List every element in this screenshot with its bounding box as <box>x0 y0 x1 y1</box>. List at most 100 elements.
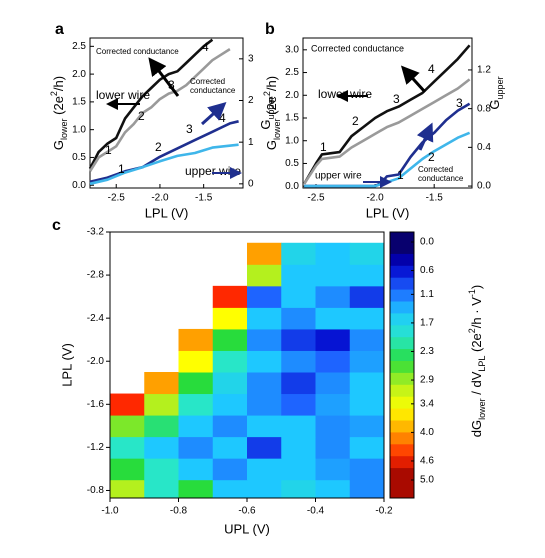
x-tick-label: -2.0 <box>151 193 169 204</box>
y-tick-label: -2.8 <box>87 270 105 281</box>
y2-tick-label: 3 <box>248 53 254 64</box>
label-part: (2e <box>51 96 66 118</box>
annotation: Corrected conductance <box>96 47 179 56</box>
y-tick-label: 2.0 <box>285 90 299 101</box>
y-tick-label: 2.5 <box>72 41 86 52</box>
series-line <box>303 44 471 185</box>
series-line <box>89 120 239 184</box>
heatmap-cell <box>315 393 351 416</box>
heatmap-cell <box>212 479 248 498</box>
heatmap-cell <box>349 285 384 308</box>
label-part: 2 <box>262 91 272 96</box>
heatmap-cell <box>281 285 316 308</box>
x-tick-label: -1.5 <box>426 193 444 204</box>
annotation: lower wire <box>96 88 150 102</box>
heatmap-cell <box>212 415 248 438</box>
heatmap-cell <box>247 415 282 438</box>
colorbar-band <box>390 468 414 499</box>
y-tick-label: 1.5 <box>72 97 86 108</box>
x-tick-label: -2.0 <box>366 193 384 204</box>
heatmap-cell <box>247 458 282 481</box>
heatmap-cell <box>281 436 316 459</box>
heatmap-cells <box>110 242 384 498</box>
label-part: 2 <box>467 328 477 333</box>
annotation: upper wire <box>315 171 362 182</box>
heatmap-cell <box>212 328 248 351</box>
series-line <box>89 143 239 186</box>
x-tick-label: -0.4 <box>307 506 325 517</box>
annotation: 2 <box>352 114 359 128</box>
colorbar-tick-label: 2.9 <box>420 375 434 386</box>
colorbar-band <box>390 313 414 326</box>
colorbar-band <box>390 361 414 374</box>
colorbar-band <box>390 325 414 338</box>
heatmap-cell <box>178 372 214 395</box>
annotation: 1 <box>105 143 112 157</box>
annotation: 3 <box>186 122 193 136</box>
heatmap-cell <box>349 393 384 416</box>
annotation: 4 <box>202 40 209 54</box>
label-part: upper <box>495 76 505 99</box>
annotation-line: conductance <box>418 174 464 183</box>
heatmap-cell <box>212 307 248 330</box>
heatmap-cell <box>178 479 214 498</box>
y2-tick-label: 0 <box>248 178 254 189</box>
colorbar-label: dGlower / dVLPL (2e2/h · V-1) <box>467 285 487 437</box>
label-part: lower <box>272 118 282 140</box>
series-line <box>88 38 214 170</box>
arrow <box>400 65 427 94</box>
label-part: 2 <box>49 91 59 96</box>
colorbar-tick-label: 3.4 <box>420 398 434 409</box>
heatmap-cell <box>144 458 179 481</box>
heatmap-cell <box>247 307 282 330</box>
label-part: G <box>51 140 66 150</box>
colorbar-frame <box>389 231 415 499</box>
heatmap-cell <box>349 458 384 481</box>
heatmap-cell <box>110 393 145 416</box>
y-tick-label: -0.8 <box>87 485 105 496</box>
y2-axis-label: Gupper <box>487 76 505 109</box>
y2-axis-label: Gupper <box>258 96 276 129</box>
label-part: G <box>264 140 279 150</box>
annotation: lower wire <box>318 87 372 101</box>
heatmap-cell <box>247 328 282 351</box>
heatmap-cell <box>247 393 282 416</box>
colorbar-band <box>390 384 414 398</box>
heatmap-cell <box>178 436 214 459</box>
annotation: Corrected conductance <box>418 165 464 183</box>
heatmap-cell <box>315 328 351 351</box>
x-tick-label: -0.8 <box>170 506 188 517</box>
heatmap-cell <box>315 458 351 481</box>
label-part: -1 <box>467 289 477 297</box>
label-part: G <box>487 99 502 109</box>
heatmap-cell <box>144 415 179 438</box>
panel-label: b <box>265 21 275 38</box>
x-tick-label: -1.5 <box>195 193 213 204</box>
heatmap-cell <box>349 436 384 459</box>
x-axis-label: UPL (V) <box>224 521 270 536</box>
panel-label: c <box>52 217 61 234</box>
heatmap-cell <box>178 393 214 416</box>
heatmap-cell <box>178 415 214 438</box>
heatmap-cell <box>178 458 214 481</box>
plot-frame <box>302 37 473 189</box>
y-tick-label: 3.0 <box>285 44 299 55</box>
annotation: 3 <box>393 92 400 106</box>
heatmap-cell <box>212 393 248 416</box>
label-part: /h) <box>51 76 66 91</box>
colorbar-tick-label: 1.7 <box>420 318 434 329</box>
label-part: dG <box>469 420 484 437</box>
heatmap-cell <box>281 328 316 351</box>
colorbar-band <box>390 289 414 302</box>
colorbar-band <box>390 444 414 457</box>
panel-label: a <box>55 21 64 38</box>
heatmap-cell <box>247 285 282 308</box>
heatmap-cell <box>315 415 351 438</box>
colorbar-band <box>390 432 414 445</box>
heatmap-cell <box>281 350 316 373</box>
heatmap-cell <box>110 415 145 438</box>
y-tick-label: -2.4 <box>87 313 105 324</box>
heatmap-cell <box>178 350 214 373</box>
label-part: LPL <box>477 356 487 372</box>
